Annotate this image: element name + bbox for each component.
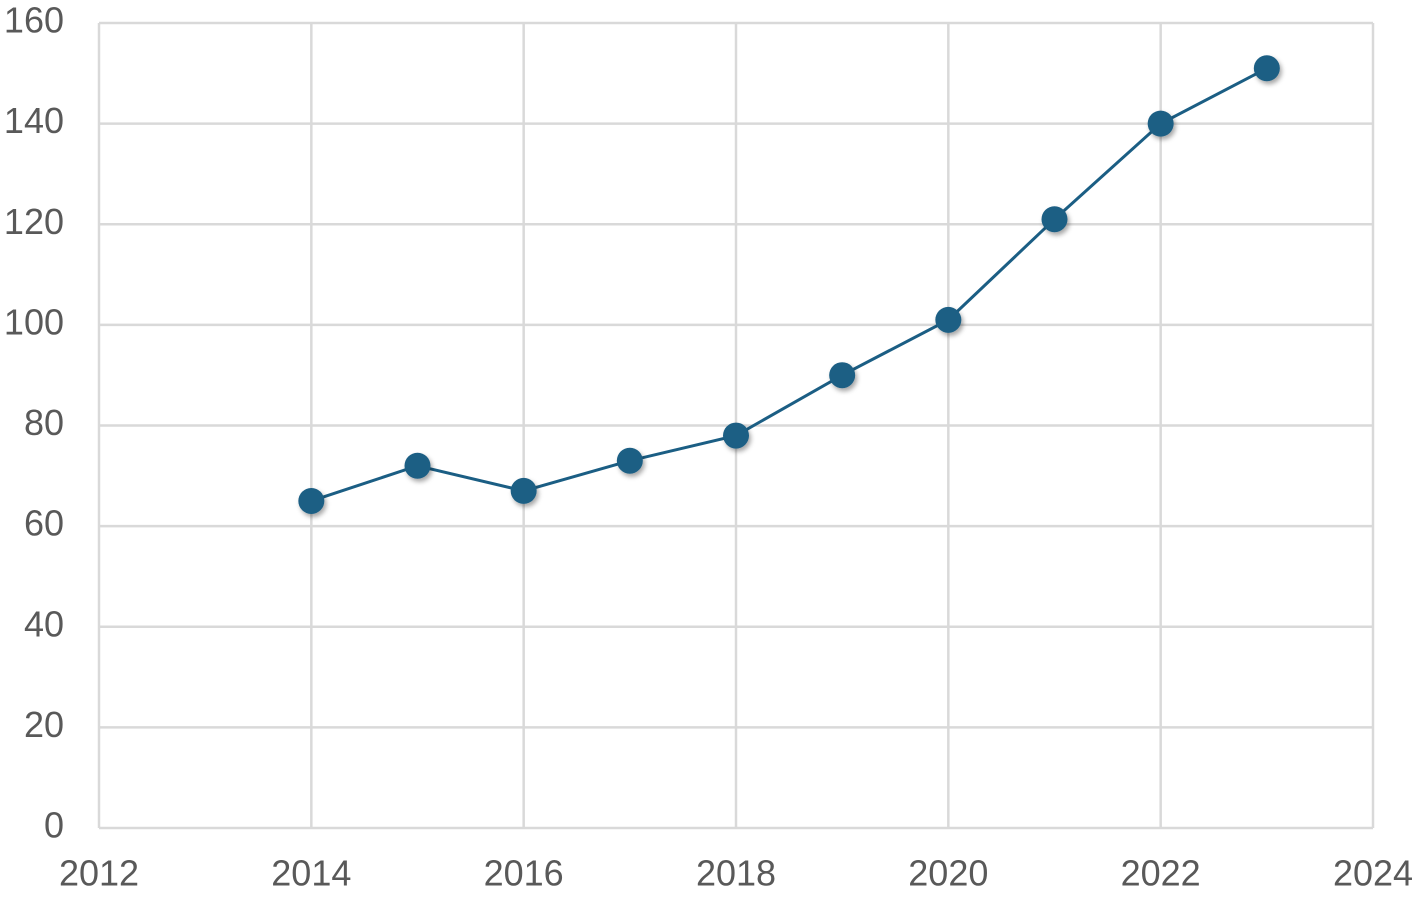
x-tick-label: 2014 <box>271 853 351 894</box>
x-tick-label: 2018 <box>696 853 776 894</box>
y-tick-label: 0 <box>44 805 64 846</box>
data-point <box>723 422 749 449</box>
x-tick-label: 2024 <box>1333 853 1413 894</box>
data-line <box>310 66 1268 503</box>
data-point <box>616 447 643 474</box>
data-point <box>1253 55 1280 82</box>
data-point <box>829 362 856 389</box>
y-tick-label: 80 <box>24 402 64 443</box>
x-tick-label: 2016 <box>484 853 564 894</box>
data-point <box>510 477 537 504</box>
y-tick-label: 100 <box>4 301 64 342</box>
y-tick-label: 120 <box>4 201 64 242</box>
data-point <box>935 306 962 333</box>
data-point <box>298 487 325 514</box>
data-point <box>1041 206 1068 233</box>
x-tick-label: 2012 <box>59 853 139 894</box>
y-tick-label: 40 <box>24 603 64 644</box>
y-tick-label: 60 <box>24 503 64 544</box>
data-point <box>404 452 431 479</box>
y-tick-label: 140 <box>4 100 64 141</box>
y-tick-label: 20 <box>24 704 64 745</box>
y-tick-label: 160 <box>4 0 64 41</box>
x-tick-label: 2020 <box>908 853 988 894</box>
data-point <box>1147 110 1174 137</box>
x-tick-label: 2022 <box>1121 853 1201 894</box>
